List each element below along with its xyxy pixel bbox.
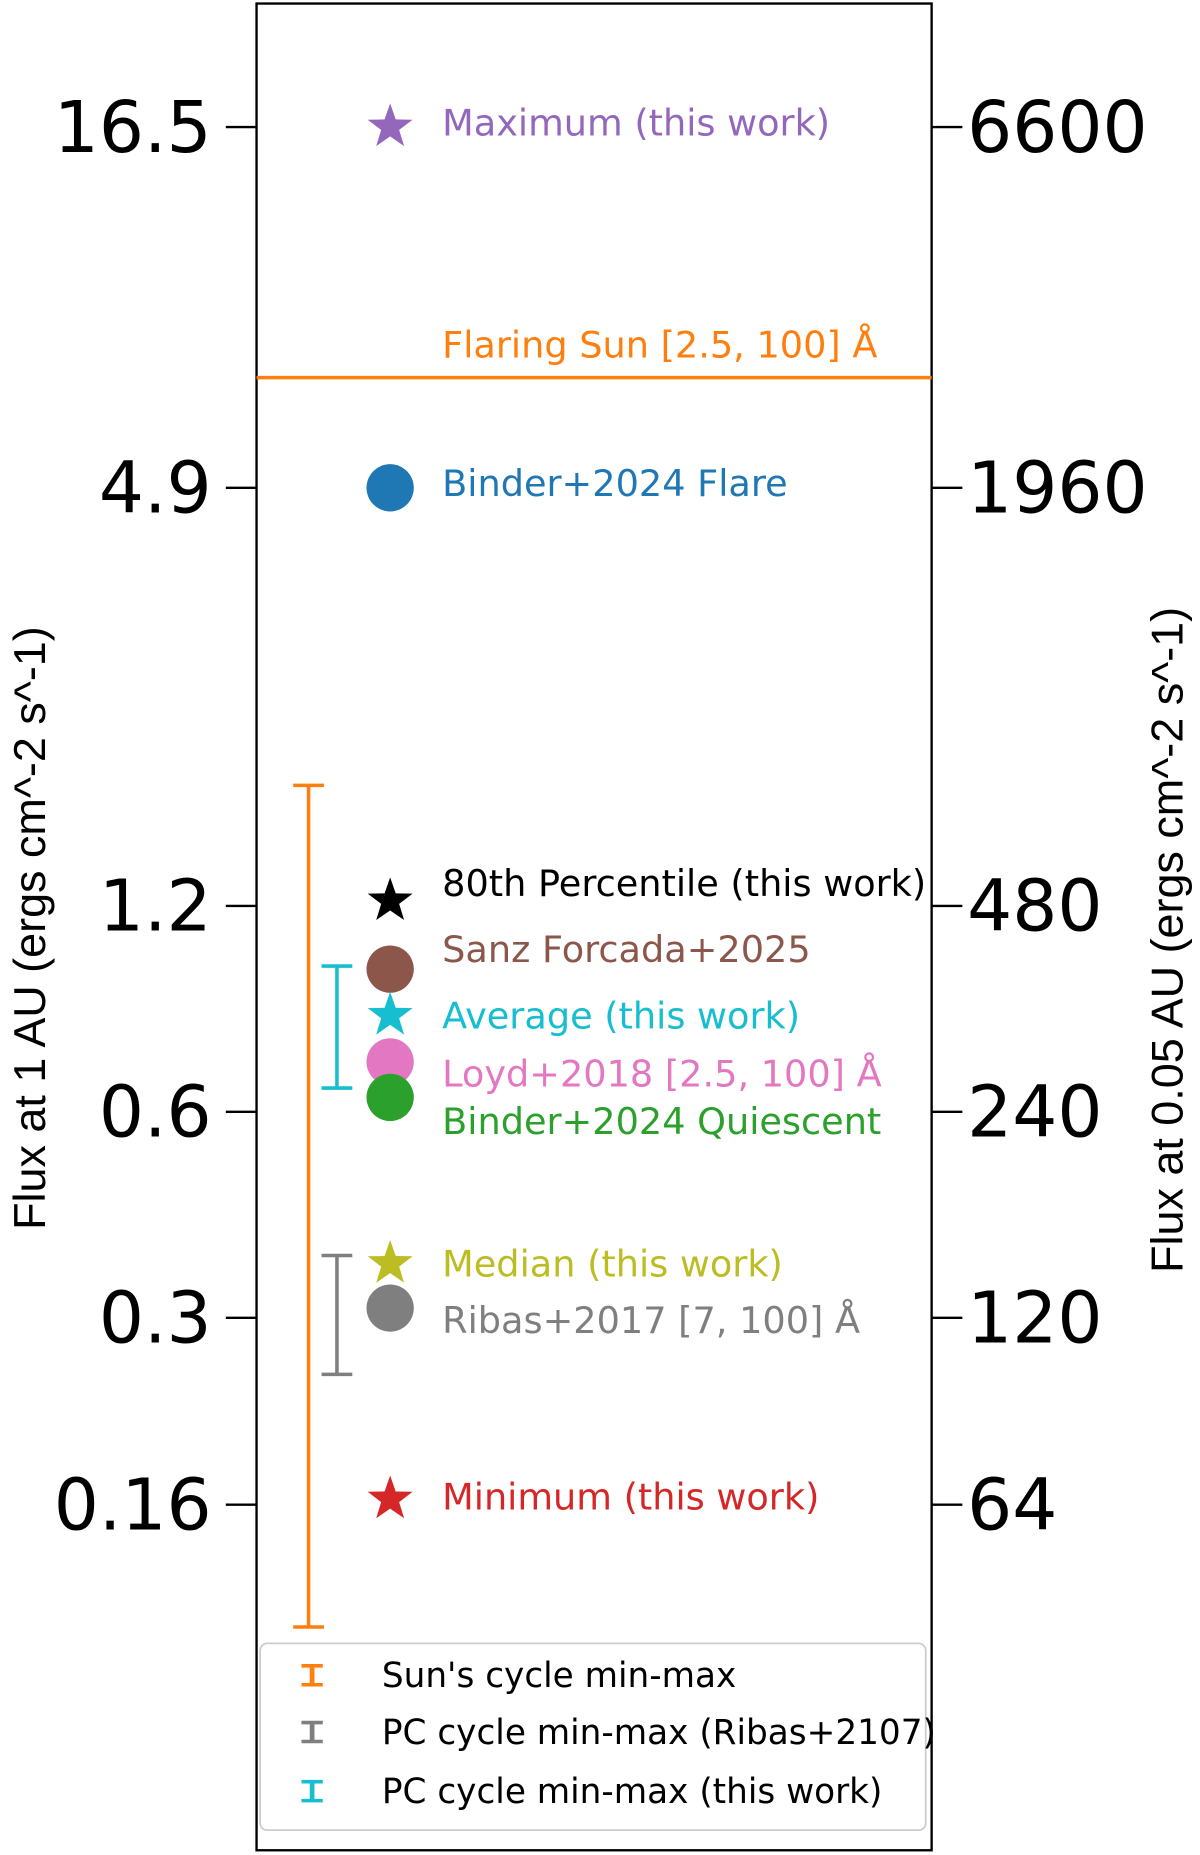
- flaring-sun-label: Flaring Sun [2.5, 100] Å: [442, 323, 877, 367]
- right-tick-label: 6600: [967, 86, 1147, 169]
- point-label: Maximum (this work): [442, 101, 830, 144]
- plot-frame: [255, 2, 933, 1852]
- left-tick-label: 0.16: [54, 1463, 212, 1546]
- circle-marker: [366, 464, 414, 512]
- point-label: Minimum (this work): [442, 1476, 819, 1519]
- left-tick-label: 4.9: [99, 447, 212, 530]
- right-tick-label: 120: [967, 1277, 1102, 1360]
- circle-marker: [366, 1284, 414, 1332]
- legend-label: Sun's cycle min-max: [382, 1656, 736, 1696]
- circle-marker: [366, 1073, 414, 1122]
- legend: Sun's cycle min-max PC cycle min-max (Rib…: [259, 1642, 936, 1832]
- legend-label: PC cycle min-max (this work): [382, 1772, 883, 1812]
- star-marker: [367, 991, 413, 1035]
- range-errorbar: [321, 1253, 353, 1377]
- circle-marker: [366, 1038, 414, 1086]
- star-marker: [367, 877, 413, 921]
- right-tick-label: 1960: [967, 447, 1147, 530]
- star-marker: [367, 103, 413, 147]
- right-tick-label: 240: [967, 1071, 1102, 1154]
- point-label: Average (this work): [442, 994, 800, 1037]
- point-label: Binder+2024 Quiescent: [442, 1100, 881, 1143]
- legend-label: PC cycle min-max (Ribas+2107): [382, 1713, 936, 1753]
- left-tick-label: 16.5: [54, 86, 212, 169]
- right-tick-label: 64: [967, 1463, 1057, 1546]
- left-tick-label: 0.6: [99, 1071, 212, 1154]
- point-label: Loyd+2018 [2.5, 100] Å: [442, 1052, 882, 1096]
- point-label: Ribas+2017 [7, 100] Å: [442, 1298, 860, 1342]
- right-axis-label: Flux at 0.05 AU (ergs cm^-2 s^-1): [1141, 607, 1192, 1273]
- range-errorbar: [293, 783, 324, 1629]
- right-tick-label: 480: [967, 865, 1102, 948]
- range-errorbar: [321, 964, 353, 1090]
- point-label: Sanz Forcada+2025: [442, 928, 811, 971]
- star-marker: [367, 1239, 413, 1283]
- point-label: Median (this work): [442, 1243, 783, 1286]
- legend-box: [259, 1642, 927, 1832]
- star-marker: [367, 1475, 413, 1519]
- left-axis-label: Flux at 1 AU (ergs cm^-2 s^-1): [4, 626, 55, 1230]
- point-label: Binder+2024 Flare: [442, 462, 788, 505]
- left-tick-label: 1.2: [99, 865, 212, 948]
- left-tick-label: 0.3: [99, 1277, 212, 1360]
- point-label: 80th Percentile (this work): [442, 862, 926, 905]
- circle-marker: [366, 945, 414, 993]
